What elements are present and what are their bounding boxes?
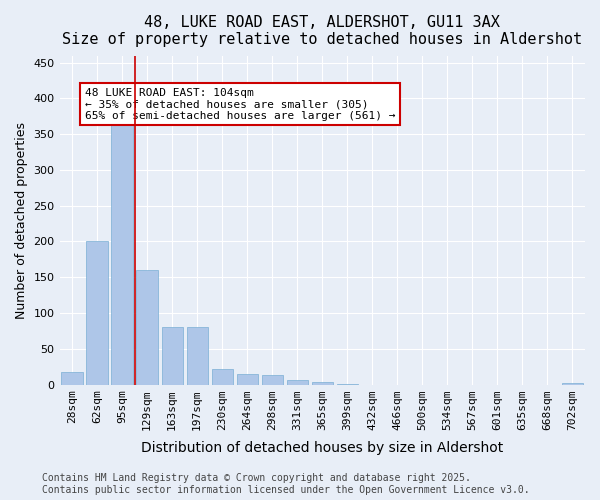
Bar [562, 383, 583, 384]
Bar [86, 242, 108, 384]
Bar [311, 382, 333, 384]
Bar [61, 372, 83, 384]
Y-axis label: Number of detached properties: Number of detached properties [15, 122, 28, 318]
Bar [212, 369, 233, 384]
Bar [161, 328, 183, 384]
Bar [287, 380, 308, 384]
Bar [136, 270, 158, 384]
Text: 48 LUKE ROAD EAST: 104sqm
← 35% of detached houses are smaller (305)
65% of semi: 48 LUKE ROAD EAST: 104sqm ← 35% of detac… [85, 88, 395, 121]
Title: 48, LUKE ROAD EAST, ALDERSHOT, GU11 3AX
Size of property relative to detached ho: 48, LUKE ROAD EAST, ALDERSHOT, GU11 3AX … [62, 15, 583, 48]
X-axis label: Distribution of detached houses by size in Aldershot: Distribution of detached houses by size … [141, 441, 503, 455]
Bar [236, 374, 258, 384]
Text: Contains HM Land Registry data © Crown copyright and database right 2025.
Contai: Contains HM Land Registry data © Crown c… [42, 474, 530, 495]
Bar [112, 120, 133, 384]
Bar [262, 375, 283, 384]
Bar [187, 328, 208, 384]
